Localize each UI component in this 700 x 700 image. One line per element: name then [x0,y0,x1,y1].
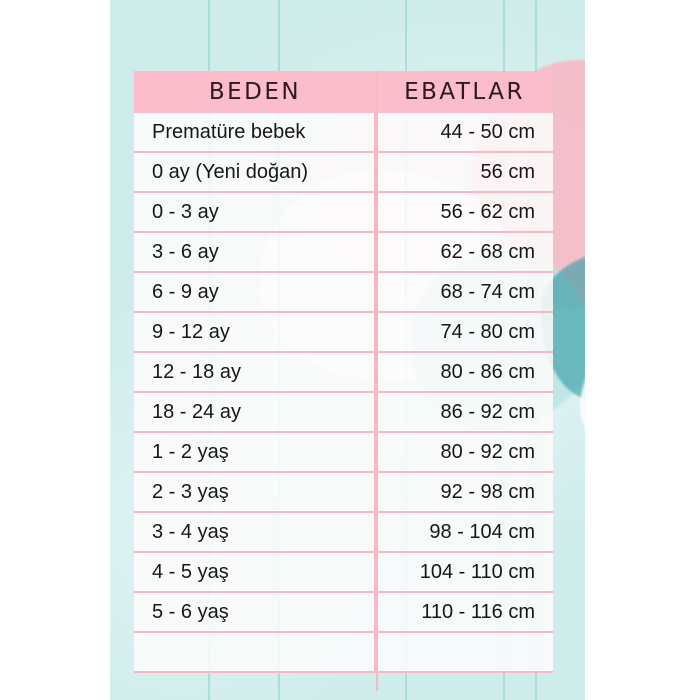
cell-ebatlar: 92 - 98 cm [440,480,535,503]
table-row: 4 - 5 yaş 104 - 110 cm [134,553,553,593]
cell-beden: 1 - 2 yaş [134,433,376,471]
table-row: 0 ay (Yeni doğan) 56 cm [134,153,553,193]
column-header-ebatlar: EBATLAR [404,79,525,105]
cell-ebatlar: 56 - 62 cm [440,200,535,223]
table-row [134,633,553,673]
cell-ebatlar: 80 - 92 cm [440,440,535,463]
cell-ebatlar: 98 - 104 cm [429,520,535,543]
table-row: 1 - 2 yaş 80 - 92 cm [134,433,553,473]
cell-beden: 18 - 24 ay [134,393,376,431]
cell-beden: 4 - 5 yaş [134,553,376,591]
table-row: 5 - 6 yaş 110 - 116 cm [134,593,553,633]
table-row: 9 - 12 ay 74 - 80 cm [134,313,553,353]
table-row: 12 - 18 ay 80 - 86 cm [134,353,553,393]
cell-ebatlar: 74 - 80 cm [440,320,535,343]
cell-beden: 0 ay (Yeni doğan) [134,153,376,191]
table-row: 0 - 3 ay 56 - 62 cm [134,193,553,233]
cell-beden: 6 - 9 ay [134,273,376,311]
cell-ebatlar: 86 - 92 cm [440,400,535,423]
cell-beden: 9 - 12 ay [134,313,376,351]
column-header-beden: BEDEN [208,79,302,105]
decor-shape-white-cloud-lower [580,330,585,460]
cell-ebatlar: 80 - 86 cm [440,360,535,383]
cell-ebatlar: 44 - 50 cm [440,120,535,143]
cell-ebatlar: 104 - 110 cm [419,560,535,583]
table-row: 3 - 6 ay 62 - 68 cm [134,233,553,273]
table-header-row: BEDEN EBATLAR [134,71,553,113]
cell-beden: 3 - 4 yaş [134,513,376,551]
cell-ebatlar: 62 - 68 cm [440,240,535,263]
column-divider-tail [376,71,378,691]
table-row: 18 - 24 ay 86 - 92 cm [134,393,553,433]
table-body: Prematüre bebek 44 - 50 cm 0 ay (Yeni doğa… [134,113,553,673]
cell-beden: 0 - 3 ay [134,193,376,231]
table-row: 6 - 9 ay 68 - 74 cm [134,273,553,313]
cell-beden: Prematüre bebek [134,113,376,151]
table-row: 2 - 3 yaş 92 - 98 cm [134,473,553,513]
cell-beden: 3 - 6 ay [134,233,376,271]
cell-beden: 5 - 6 yaş [134,593,376,631]
cell-ebatlar [376,633,553,671]
cell-beden [134,633,376,671]
cell-beden: 12 - 18 ay [134,353,376,391]
cell-ebatlar: 68 - 74 cm [440,280,535,303]
cell-beden: 2 - 3 yaş [134,473,376,511]
size-chart-table: BEDEN EBATLAR Prematüre bebek 44 - 50 cm 0… [134,71,553,673]
table-row: Prematüre bebek 44 - 50 cm [134,113,553,153]
cell-ebatlar: 110 - 116 cm [421,600,535,623]
cell-ebatlar: 56 cm [480,160,535,183]
table-row: 3 - 4 yaş 98 - 104 cm [134,513,553,553]
